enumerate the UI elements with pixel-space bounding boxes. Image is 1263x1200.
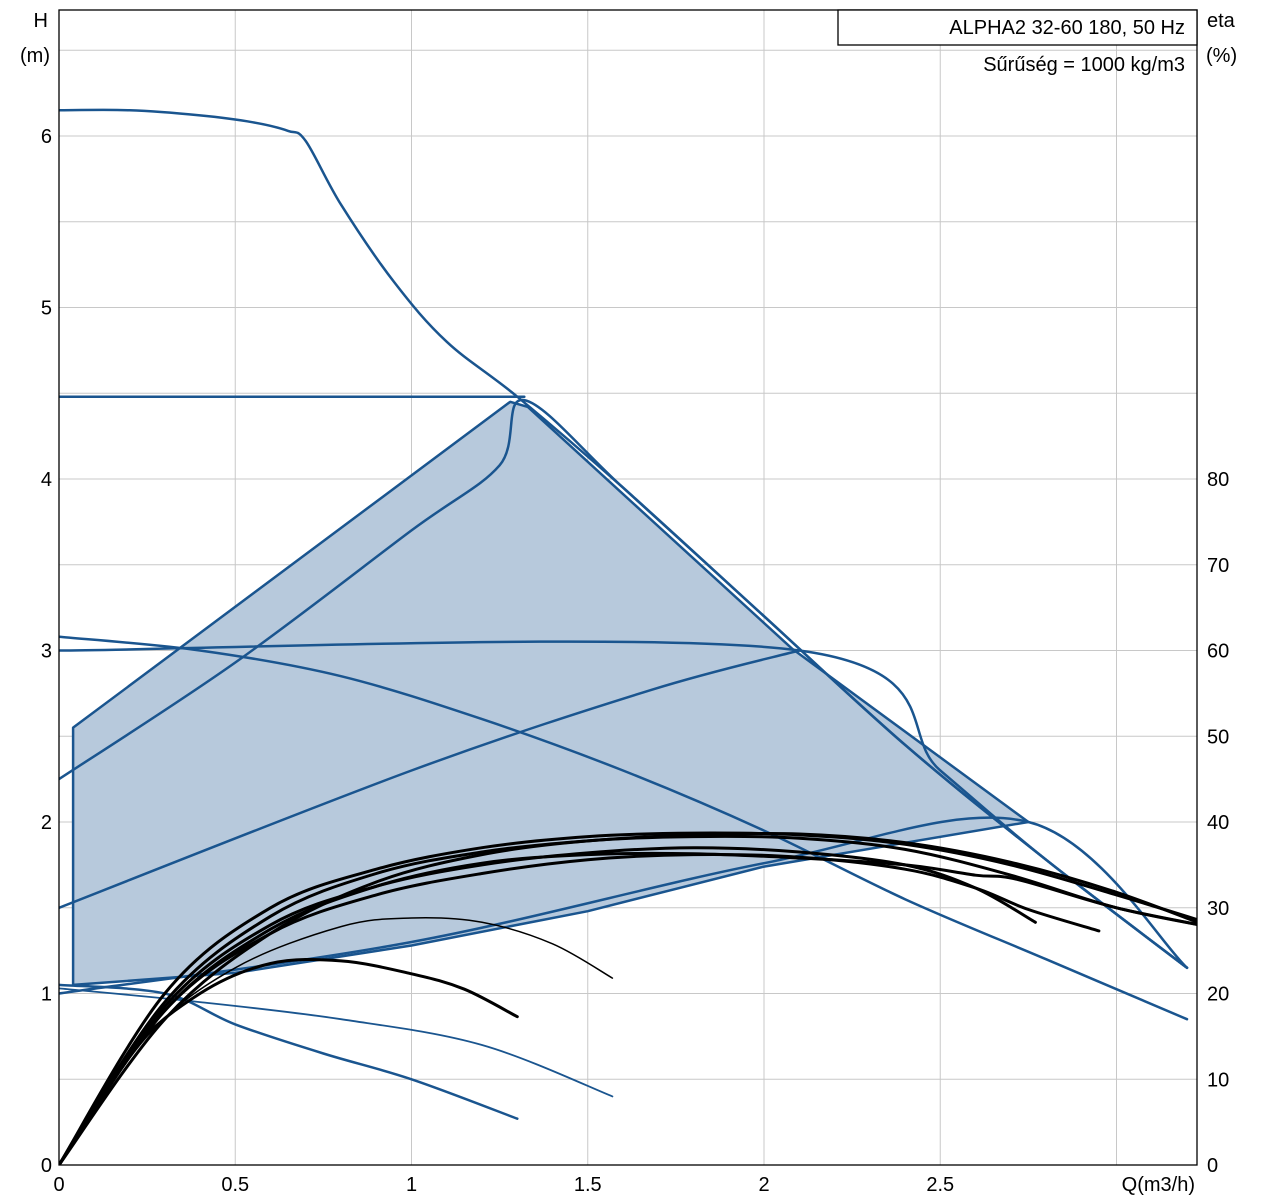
operating-area-region [71, 400, 1030, 987]
efficiency-curve-11 [59, 917, 614, 1165]
x-tick-label: 0.5 [221, 1174, 249, 1196]
y-tick-label: 0 [41, 1155, 52, 1177]
efficiency-curve-17 [59, 851, 1197, 1165]
y-tick-label: 5 [41, 298, 52, 320]
x-axis-label: Q(m3/h) [1122, 1174, 1195, 1196]
legend-subtitle: Sűrűség = 1000 kg/m3 [983, 54, 1185, 76]
x-tick-label: 2 [758, 1174, 769, 1196]
x-axis-ticks: 0 0.5 1 1.5 2 2.5 [53, 1174, 954, 1196]
y-tick-label: 3 [41, 641, 52, 663]
x-tick-label: 1.5 [574, 1174, 602, 1196]
eta-tick-label: 60 [1207, 641, 1229, 663]
eta-tick-label: 0 [1207, 1155, 1218, 1177]
plot-frame [58, 9, 1198, 1166]
legend-frame [837, 9, 1198, 46]
y-axis-label: H [34, 10, 48, 32]
head-curve-5 [59, 649, 801, 910]
y-axis-ticks: 0 1 2 3 4 5 6 [41, 126, 52, 1177]
y-axis-unit: (m) [20, 45, 50, 67]
eta-axis-label: eta [1207, 10, 1236, 32]
efficiency-curve-16 [59, 831, 1197, 1165]
eta-axis-unit: (%) [1206, 45, 1237, 67]
eta-tick-label: 50 [1207, 726, 1229, 748]
x-tick-label: 2.5 [926, 1174, 954, 1196]
legend-title: ALPHA2 32-60 180, 50 Hz [949, 17, 1185, 39]
y-tick-label: 2 [41, 812, 52, 834]
eta-tick-label: 40 [1207, 812, 1229, 834]
eta-tick-label: 30 [1207, 898, 1229, 920]
head-curve-8 [59, 983, 519, 1120]
legend-box: ALPHA2 32-60 180, 50 Hz Sűrűség = 1000 k… [837, 9, 1198, 76]
y-tick-label: 4 [41, 469, 52, 491]
eta-tick-label: 80 [1207, 469, 1229, 491]
x-tick-label: 0 [53, 1174, 64, 1196]
eta-tick-label: 10 [1207, 1069, 1229, 1091]
y-tick-label: 1 [41, 984, 52, 1006]
efficiency-curve-15 [59, 831, 1197, 1165]
eta-axis-ticks: 0 10 20 30 40 50 60 70 80 [1207, 469, 1229, 1177]
x-tick-label: 1 [406, 1174, 417, 1196]
head-curve-9 [59, 987, 614, 1098]
operating-area [71, 400, 1030, 987]
eta-tick-label: 70 [1207, 555, 1229, 577]
eta-tick-label: 20 [1207, 984, 1229, 1006]
head-curve-4 [59, 640, 1189, 970]
head-curve-7 [59, 635, 1189, 1021]
curves [59, 108, 1197, 1165]
head-curve-3 [59, 398, 1189, 970]
y-tick-label: 6 [41, 126, 52, 148]
